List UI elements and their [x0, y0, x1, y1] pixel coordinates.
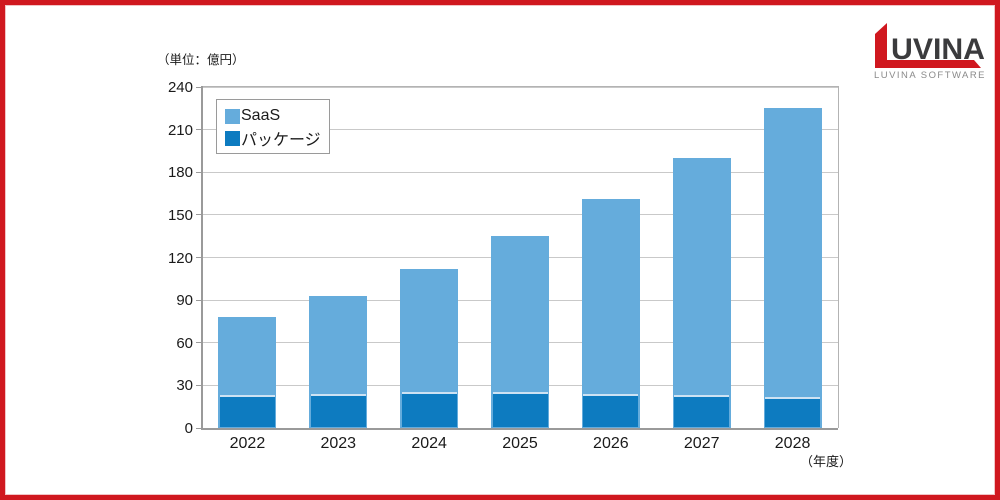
y-axis-line	[201, 86, 203, 428]
y-tick-label-180: 180	[167, 164, 193, 182]
logo-brand-text: UVINA	[891, 33, 985, 66]
y-tick-label-210: 210	[167, 121, 193, 139]
logo-red-l-vertical	[875, 23, 887, 66]
y-tick-label-60: 60	[176, 334, 193, 352]
x-tick-label-2023: 2023	[320, 435, 357, 452]
y-tick-mark-240	[196, 86, 202, 88]
y-axis-unit-label: （単位：億円）	[157, 53, 245, 67]
gridline-150	[202, 214, 838, 216]
bar-2027	[672, 158, 731, 428]
y-tick-mark-150	[196, 214, 202, 216]
y-tick-label-90: 90	[176, 292, 193, 310]
x-tick-label-2027: 2027	[683, 435, 720, 452]
chart-legend: SaaS パッケージ	[216, 99, 330, 154]
y-tick-mark-210	[196, 129, 202, 131]
saas-color-swatch	[225, 108, 240, 124]
inner-frame-line	[5, 5, 995, 495]
bar-segment-package-2027	[674, 395, 730, 427]
x-tick-label-2022: 2022	[229, 435, 266, 452]
y-tick-mark-180	[196, 171, 202, 173]
bar-2023	[309, 295, 368, 428]
x-axis-line	[201, 428, 838, 430]
package-color-swatch	[225, 130, 240, 146]
logo-red-l-horizontal	[875, 60, 981, 68]
bar-segment-package-2023	[310, 393, 366, 427]
legend-item-saas: SaaS	[225, 105, 323, 127]
bar-segment-package-2028	[765, 396, 821, 427]
x-tick-label-2024: 2024	[411, 435, 447, 452]
x-axis-unit-label: （年度）	[800, 454, 853, 469]
y-tick-label-150: 150	[167, 206, 193, 224]
bar-segment-package-2025	[492, 392, 548, 427]
bar-2028	[763, 108, 822, 428]
bar-2025	[491, 236, 549, 428]
x-tick-label-2026: 2026	[593, 435, 629, 452]
bar-2022	[218, 317, 277, 428]
y-tick-mark-120	[196, 257, 202, 258]
y-tick-mark-90	[196, 299, 202, 301]
y-tick-mark-30	[196, 384, 202, 386]
legend-label-saas: SaaS	[241, 107, 281, 124]
y-tick-mark-0	[196, 427, 202, 429]
plot-frame-top	[202, 86, 838, 87]
y-tick-label-240: 240	[167, 79, 193, 96]
x-tick-label-2025: 2025	[502, 435, 538, 452]
logo-subtitle-text: LUVINA SOFTWARE	[874, 70, 986, 81]
luvina-logo: UVINA LUVINA SOFTWARE	[874, 23, 986, 81]
y-tick-label-0: 0	[184, 420, 193, 437]
legend-label-package: パッケージ	[241, 132, 321, 149]
y-tick-label-30: 30	[176, 377, 193, 395]
bar-2026	[581, 199, 640, 428]
bar-segment-package-2024	[401, 392, 457, 427]
gridline-240	[202, 86, 838, 88]
bar-2024	[400, 268, 459, 428]
y-tick-mark-60	[196, 342, 202, 344]
gridline-210	[202, 129, 838, 131]
bar-segment-package-2022	[219, 395, 275, 427]
plot-frame-right	[838, 86, 839, 428]
bar-segment-package-2026	[583, 393, 639, 427]
y-tick-label-120: 120	[167, 249, 193, 267]
x-tick-label-2028: 2028	[774, 435, 811, 452]
gridline-180	[202, 171, 838, 173]
legend-item-package: パッケージ	[225, 127, 323, 149]
stacked-bar-chart: （単位：億円） SaaS パッケージ （年度） 0 30 60 90 120 150 180…	[5, 5, 995, 495]
